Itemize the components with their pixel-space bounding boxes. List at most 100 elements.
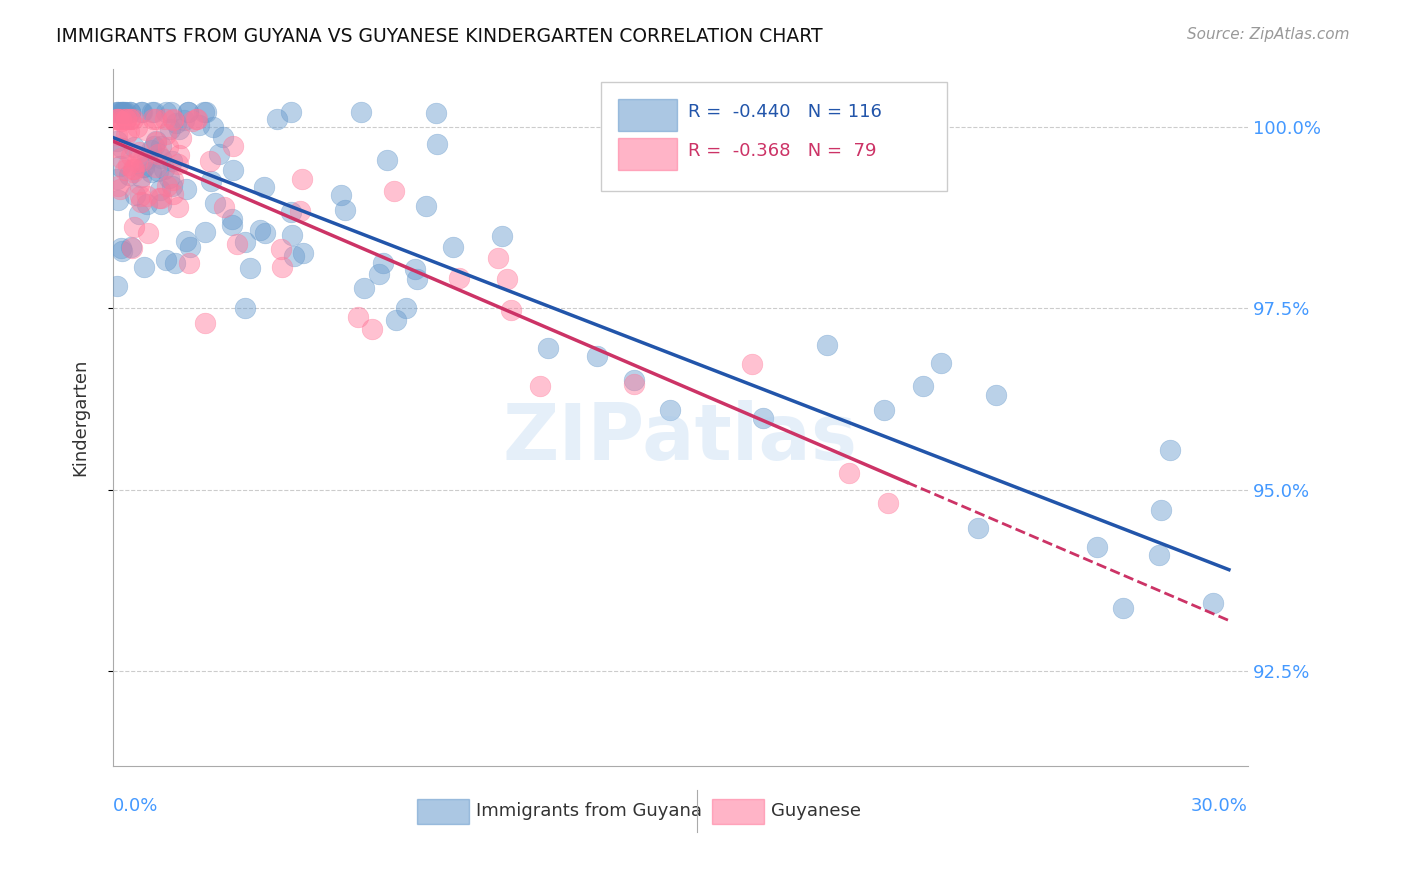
Point	[174, 182, 197, 196]
Point	[270, 260, 292, 274]
Point	[156, 179, 179, 194]
Point	[193, 105, 215, 120]
Point	[873, 402, 896, 417]
Point	[110, 159, 132, 173]
Point	[350, 105, 373, 120]
Point	[174, 234, 197, 248]
Point	[128, 145, 150, 159]
Point	[222, 163, 245, 178]
Point	[121, 241, 143, 255]
Point	[148, 163, 170, 178]
Point	[135, 123, 157, 137]
Point	[136, 197, 159, 211]
Point	[195, 105, 218, 120]
FancyBboxPatch shape	[617, 98, 676, 130]
Point	[162, 179, 184, 194]
Point	[233, 301, 256, 315]
Point	[131, 153, 153, 168]
Point	[623, 377, 645, 392]
Point	[177, 105, 200, 120]
Point	[112, 105, 135, 120]
Point	[165, 256, 187, 270]
Point	[384, 184, 406, 198]
Point	[139, 143, 162, 157]
Text: 0.0%: 0.0%	[112, 797, 159, 815]
Point	[128, 189, 150, 203]
Point	[162, 113, 184, 128]
Point	[173, 113, 195, 128]
Point	[108, 182, 131, 196]
Point	[222, 139, 245, 153]
Point	[115, 128, 138, 143]
Point	[1150, 502, 1173, 516]
Point	[107, 178, 129, 193]
Point	[330, 187, 353, 202]
Point	[211, 130, 233, 145]
Point	[105, 112, 128, 127]
Point	[115, 112, 138, 127]
Point	[105, 279, 128, 293]
Text: ZIPatlas: ZIPatlas	[503, 401, 858, 476]
Point	[155, 127, 177, 141]
Point	[150, 191, 173, 205]
Point	[150, 151, 173, 165]
Point	[108, 105, 131, 120]
Point	[120, 105, 142, 120]
Point	[194, 317, 217, 331]
Point	[139, 164, 162, 178]
Point	[141, 105, 163, 120]
Point	[149, 138, 172, 153]
Point	[415, 199, 437, 213]
Text: Immigrants from Guyana: Immigrants from Guyana	[477, 802, 702, 820]
Point	[148, 191, 170, 205]
Point	[280, 105, 302, 120]
Point	[155, 252, 177, 267]
Point	[110, 112, 132, 127]
Point	[368, 267, 391, 281]
Point	[537, 342, 560, 356]
Point	[1202, 596, 1225, 610]
Point	[384, 312, 406, 326]
Point	[373, 256, 395, 270]
Point	[441, 240, 464, 254]
Point	[107, 193, 129, 207]
Point	[157, 171, 180, 186]
FancyBboxPatch shape	[617, 137, 676, 169]
Point	[375, 153, 398, 167]
Point	[353, 281, 375, 295]
Point	[153, 112, 176, 127]
Point	[204, 196, 226, 211]
Point	[208, 147, 231, 161]
Point	[281, 228, 304, 243]
Point	[181, 114, 204, 128]
Point	[529, 379, 551, 393]
Point	[212, 200, 235, 214]
FancyBboxPatch shape	[711, 799, 765, 824]
Point	[145, 160, 167, 174]
Point	[179, 239, 201, 253]
Point	[142, 105, 165, 120]
Point	[162, 186, 184, 201]
Point	[145, 135, 167, 149]
Point	[426, 137, 449, 152]
Point	[159, 122, 181, 136]
Point	[124, 139, 146, 153]
Point	[131, 195, 153, 210]
Point	[111, 141, 134, 155]
Point	[117, 158, 139, 172]
Point	[145, 112, 167, 127]
Text: R =  -0.368   N =  79: R = -0.368 N = 79	[689, 142, 877, 160]
Point	[166, 201, 188, 215]
Point	[741, 357, 763, 371]
Point	[226, 236, 249, 251]
Point	[162, 112, 184, 127]
Point	[239, 261, 262, 276]
Text: R =  -0.440   N = 116: R = -0.440 N = 116	[689, 103, 882, 120]
Point	[122, 164, 145, 178]
Point	[1159, 443, 1181, 458]
Point	[125, 154, 148, 169]
Point	[165, 116, 187, 130]
Point	[201, 120, 224, 135]
Point	[404, 262, 426, 277]
Point	[221, 211, 243, 226]
